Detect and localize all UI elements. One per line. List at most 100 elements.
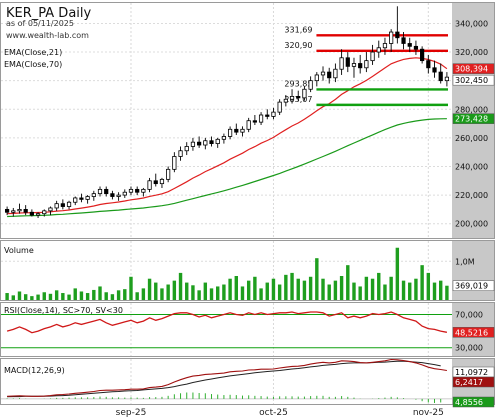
volume-bar <box>185 282 189 300</box>
macd-value-tag: 11,0972 <box>455 368 488 377</box>
volume-bar <box>333 280 338 300</box>
volume-tick-label: 1,0M <box>455 257 475 266</box>
pane-border-vol <box>0 240 495 301</box>
candle-body <box>289 96 295 100</box>
candle-body <box>97 188 103 195</box>
volume-bar <box>321 278 325 300</box>
candle-body <box>395 31 400 39</box>
volume-bar <box>73 288 77 300</box>
price-tick-label: 260,000 <box>455 134 488 143</box>
candle-body <box>420 48 425 62</box>
volume-bar <box>352 282 356 300</box>
candle-body <box>308 80 313 90</box>
candle-body <box>345 57 350 67</box>
volume-bar <box>11 295 15 300</box>
price-tick-label: 340,000 <box>455 19 488 28</box>
site-label: www.wealth-lab.com <box>6 31 89 40</box>
resistance-level-label: 320,90 <box>284 41 312 50</box>
macd-signal-tag: 6,2417 <box>455 378 483 387</box>
candle-body <box>234 128 239 133</box>
volume-bar <box>308 276 313 300</box>
volume-bar <box>426 272 431 300</box>
volume-bar <box>178 272 183 300</box>
volume-bar <box>408 282 412 300</box>
volume-bar <box>284 274 288 300</box>
candle-body <box>116 194 121 197</box>
candle-body <box>128 188 134 193</box>
ema21-legend: EMA(Close,21) <box>4 48 62 57</box>
price-tick-label: 280,000 <box>455 105 488 114</box>
volume-bar <box>327 284 331 300</box>
candle-body <box>444 76 450 82</box>
resistance-level-label: 331,69 <box>284 25 312 34</box>
volume-bar <box>154 282 158 300</box>
volume-bar <box>234 276 238 300</box>
last-price-tag: 302,450 <box>455 76 488 85</box>
volume-bar <box>141 288 146 300</box>
candle-body <box>135 188 140 193</box>
volume-bar <box>104 292 108 300</box>
candle-body <box>296 96 301 99</box>
volume-bar <box>110 294 115 300</box>
volume-bar <box>377 272 381 300</box>
candle-body <box>246 120 251 130</box>
candle-body <box>302 88 307 99</box>
volume-bar <box>17 291 22 300</box>
volume-bar <box>123 289 127 300</box>
price-tick-label: 220,000 <box>455 191 488 200</box>
candle-body <box>17 208 22 212</box>
price-tick-label: 200,000 <box>455 220 488 229</box>
volume-bar <box>290 272 294 300</box>
volume-bar <box>414 278 418 300</box>
volume-bar <box>389 276 393 300</box>
candle-body <box>190 141 196 147</box>
rsi-tick-label: 70,000 <box>455 310 483 319</box>
price-pane: 200,000220,000240,000260,000280,000300,0… <box>1 6 495 229</box>
volume-bar <box>445 285 449 300</box>
volume-bar <box>85 293 90 300</box>
candle-body <box>147 180 152 190</box>
volume-bar <box>116 290 121 300</box>
candle-body <box>339 57 344 70</box>
candle-body <box>141 188 146 193</box>
candle-body <box>432 67 437 73</box>
x-axis-labels: sep-25 oct-25 nov-25 <box>116 408 444 418</box>
macd-title: MACD(12,26,9) <box>4 366 65 375</box>
candle-body <box>221 136 227 140</box>
candle-body <box>91 193 96 197</box>
candle-body <box>166 168 171 180</box>
x-tick-label: nov-25 <box>413 408 444 418</box>
volume-bar <box>191 285 195 300</box>
volume-bar <box>296 278 300 300</box>
last-price-tag-bg <box>452 74 495 86</box>
candle-body <box>172 156 177 170</box>
volume-bar <box>129 276 133 300</box>
candle-body <box>159 178 165 185</box>
volume-bar <box>401 280 406 300</box>
candle-body <box>327 71 332 79</box>
volume-bar <box>439 280 443 300</box>
pane-border-price <box>0 2 495 239</box>
volume-bar <box>228 278 232 300</box>
volume-bar <box>54 290 59 300</box>
macd-hist-tag: 4,8556 <box>455 398 483 407</box>
volume-bar <box>339 276 344 300</box>
ema70-legend: EMA(Close,70) <box>4 60 62 69</box>
macd-hist-tag-bg <box>452 396 495 408</box>
volume-bar <box>172 280 177 300</box>
volume-bar <box>5 293 9 300</box>
x-tick-label: oct-25 <box>259 408 288 418</box>
volume-pane: 1,0M 369,019 <box>1 247 495 300</box>
axis-panel-vol <box>452 241 494 300</box>
volume-bar <box>203 282 208 300</box>
volume-bar <box>166 284 170 300</box>
rsi-tick-label: 30,000 <box>455 344 483 353</box>
candle-body <box>426 60 431 69</box>
candle-body <box>438 71 443 82</box>
candle-body <box>413 45 419 50</box>
candle-body <box>320 71 326 76</box>
candle-body <box>382 43 388 49</box>
volume-bar <box>61 293 65 300</box>
ema21-value-tag: 308,394 <box>455 65 488 74</box>
volume-bar <box>23 294 28 300</box>
